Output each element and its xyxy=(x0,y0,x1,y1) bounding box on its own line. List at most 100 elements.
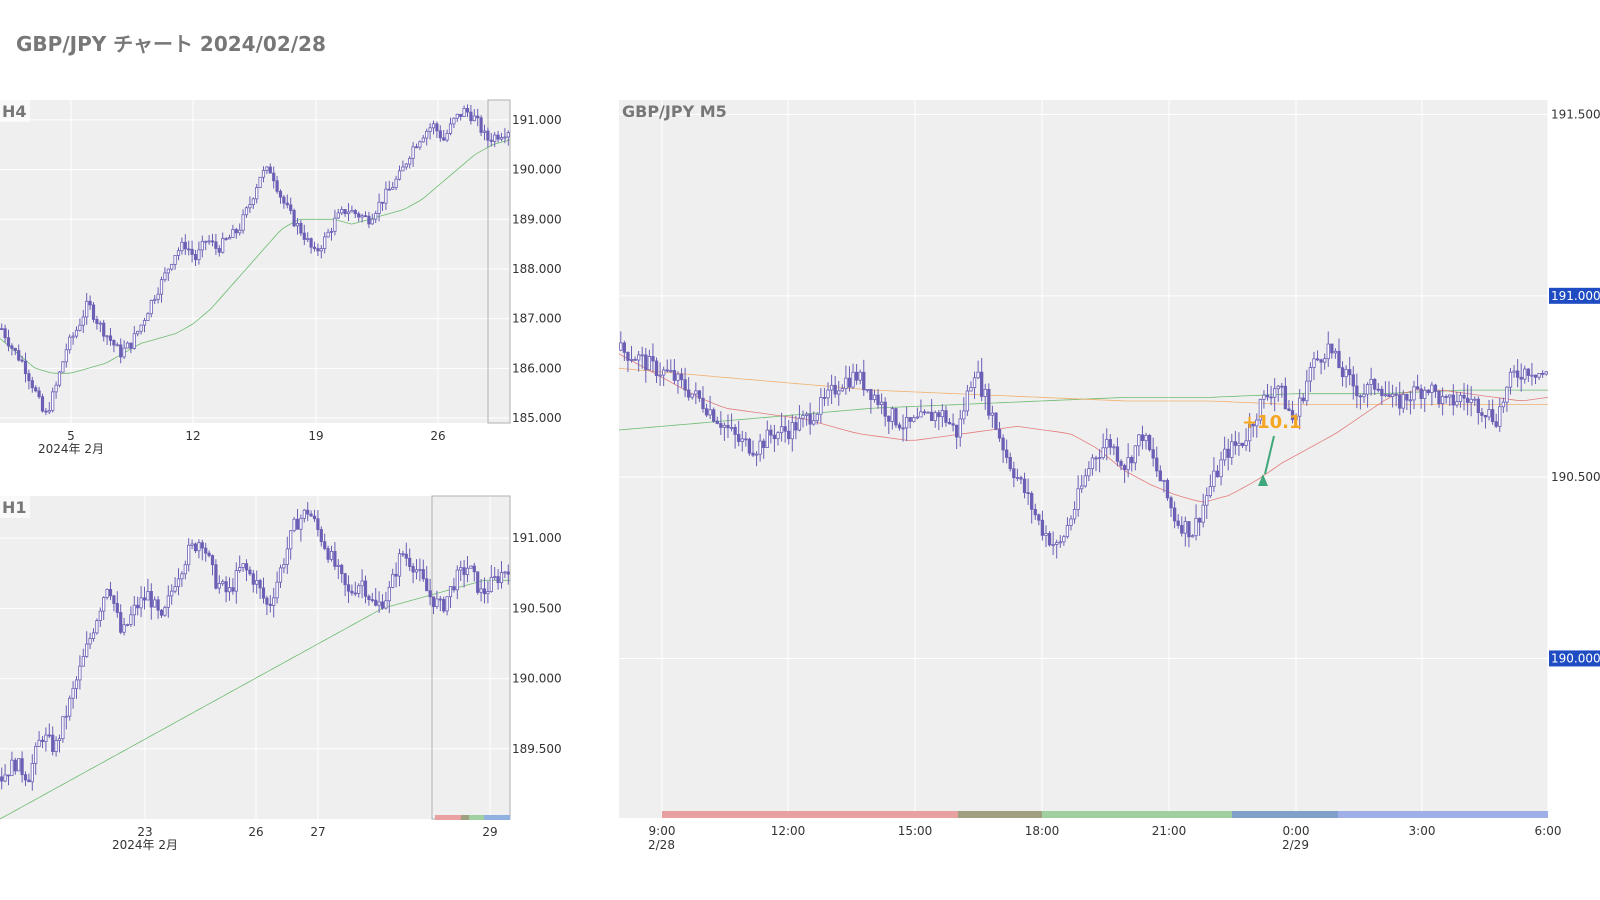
candle-body xyxy=(217,248,221,253)
candle-body xyxy=(1190,535,1195,538)
candle-body xyxy=(1423,389,1427,399)
h1-session-segment xyxy=(469,815,484,820)
candle-body xyxy=(940,410,945,418)
candle-body xyxy=(85,643,89,657)
candle-body xyxy=(1501,401,1505,408)
candle-body xyxy=(241,214,245,231)
candle-body xyxy=(1455,401,1459,406)
candle-body xyxy=(316,518,320,530)
candle-body xyxy=(1026,492,1030,495)
candle-body xyxy=(476,115,480,119)
candle-body xyxy=(112,595,116,604)
candle-body xyxy=(662,369,666,376)
candle-body xyxy=(20,758,24,776)
h1-y-axis: 191.000 190.500 190.000 189.500 xyxy=(512,531,562,756)
candle-body xyxy=(336,564,340,567)
y-tick-label: 185.000 xyxy=(512,411,562,425)
candle-body xyxy=(241,563,245,568)
candle-body xyxy=(438,598,442,601)
candle-body xyxy=(1301,397,1305,402)
candle-body xyxy=(71,687,75,699)
candle-body xyxy=(265,166,269,171)
candle-body xyxy=(51,734,55,752)
candle-body xyxy=(1051,544,1055,546)
candle-body xyxy=(1355,385,1359,397)
candle-body xyxy=(1122,465,1127,471)
candle-body xyxy=(302,509,306,519)
candle-body xyxy=(622,342,627,353)
candle-body xyxy=(139,597,143,609)
candle-body xyxy=(1222,448,1227,461)
candle-body xyxy=(204,240,208,243)
candle-body xyxy=(486,130,490,141)
candle-body xyxy=(353,210,357,215)
candle-body xyxy=(1451,394,1455,406)
candle-body xyxy=(363,580,368,597)
candle-body xyxy=(380,601,385,609)
candle-body xyxy=(469,111,473,122)
candle-body xyxy=(88,300,92,306)
candle-body xyxy=(23,774,28,781)
candle-body xyxy=(1144,435,1148,442)
candle-body xyxy=(1330,343,1334,354)
candle-body xyxy=(790,422,794,440)
candle-body xyxy=(190,248,194,255)
candle-body xyxy=(418,141,422,148)
x-tick-label: 0:00 xyxy=(1283,824,1310,838)
candle-body xyxy=(0,328,4,330)
candle-body xyxy=(183,241,187,250)
price-badge xyxy=(1549,650,1600,667)
m5-grid xyxy=(619,100,1549,818)
candle-body xyxy=(708,409,712,416)
candle-body xyxy=(37,739,41,747)
candle-body xyxy=(98,322,102,325)
candle-body xyxy=(258,176,262,188)
candle-body xyxy=(1047,532,1052,546)
candle-body xyxy=(329,551,334,560)
candle-body xyxy=(1058,541,1062,544)
candle-body xyxy=(819,397,823,415)
candle-body xyxy=(1505,386,1509,403)
candle-body xyxy=(854,371,859,381)
candle-body xyxy=(499,572,504,584)
candle-body xyxy=(644,354,648,371)
candle-body xyxy=(1201,504,1205,523)
candle-body xyxy=(1444,396,1448,398)
candle-body xyxy=(139,324,143,332)
candle-body xyxy=(401,166,405,172)
candle-body xyxy=(826,389,830,399)
y-tick-label: 188.000 xyxy=(512,262,562,276)
candle-body xyxy=(493,576,497,579)
candle-body xyxy=(105,335,109,338)
candle-body xyxy=(68,336,72,351)
candle-body xyxy=(1180,525,1184,534)
candle-body xyxy=(442,137,446,141)
moving-average-line xyxy=(618,367,1548,406)
candle-body xyxy=(404,553,408,559)
h1-session-segment xyxy=(435,815,461,820)
candle-body xyxy=(125,342,130,349)
candle-body xyxy=(119,612,123,633)
x-tick-label: 21:00 xyxy=(1152,824,1187,838)
candle-body xyxy=(1276,385,1280,390)
h4-grid xyxy=(0,100,510,423)
candle-body xyxy=(40,396,45,412)
candle-body xyxy=(1469,398,1473,403)
candle-body xyxy=(958,418,962,438)
candle-body xyxy=(944,410,948,423)
candle-body xyxy=(489,576,493,592)
candle-body xyxy=(1030,493,1034,510)
h4-label-bg xyxy=(0,100,30,122)
candle-body xyxy=(1476,398,1480,414)
y-tick-label: 189.500 xyxy=(512,742,562,756)
candle-body xyxy=(183,564,187,575)
candle-body xyxy=(1376,388,1380,391)
candle-body xyxy=(1344,369,1348,378)
moving-average-line xyxy=(0,579,510,820)
candle-body xyxy=(153,298,157,301)
candle-body xyxy=(190,543,194,546)
candle-body xyxy=(465,567,470,576)
candle-body xyxy=(47,734,51,737)
candle-body xyxy=(374,213,378,220)
candle-body xyxy=(1151,449,1155,459)
